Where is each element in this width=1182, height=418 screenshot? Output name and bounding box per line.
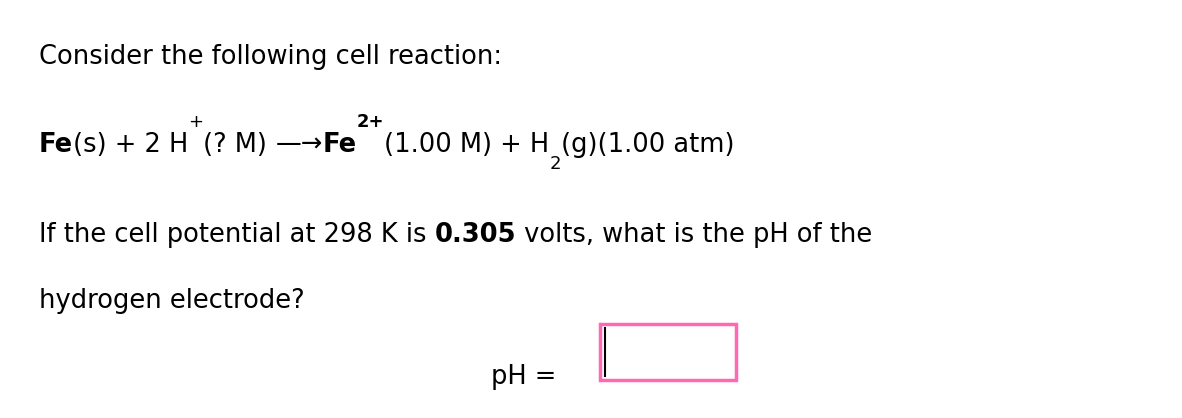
Text: (? M): (? M) [203, 132, 275, 158]
Text: pH =: pH = [491, 364, 564, 390]
Text: +: + [188, 113, 203, 131]
Text: volts, what is the pH of the: volts, what is the pH of the [517, 222, 872, 247]
Text: 2: 2 [550, 155, 561, 173]
Text: Consider the following cell reaction:: Consider the following cell reaction: [39, 44, 502, 70]
FancyBboxPatch shape [600, 324, 736, 380]
Text: —→: —→ [275, 132, 323, 158]
Text: If the cell potential at 298 K is: If the cell potential at 298 K is [39, 222, 435, 247]
Text: (s) + 2 H: (s) + 2 H [73, 132, 188, 158]
Text: hydrogen electrode?: hydrogen electrode? [39, 288, 305, 314]
Text: (g)(1.00 atm): (g)(1.00 atm) [561, 132, 734, 158]
Text: (1.00 M) + H: (1.00 M) + H [384, 132, 550, 158]
Text: 0.305: 0.305 [435, 222, 517, 247]
Text: Fe: Fe [323, 132, 357, 158]
Text: Fe: Fe [39, 132, 73, 158]
Text: 2+: 2+ [357, 113, 384, 131]
